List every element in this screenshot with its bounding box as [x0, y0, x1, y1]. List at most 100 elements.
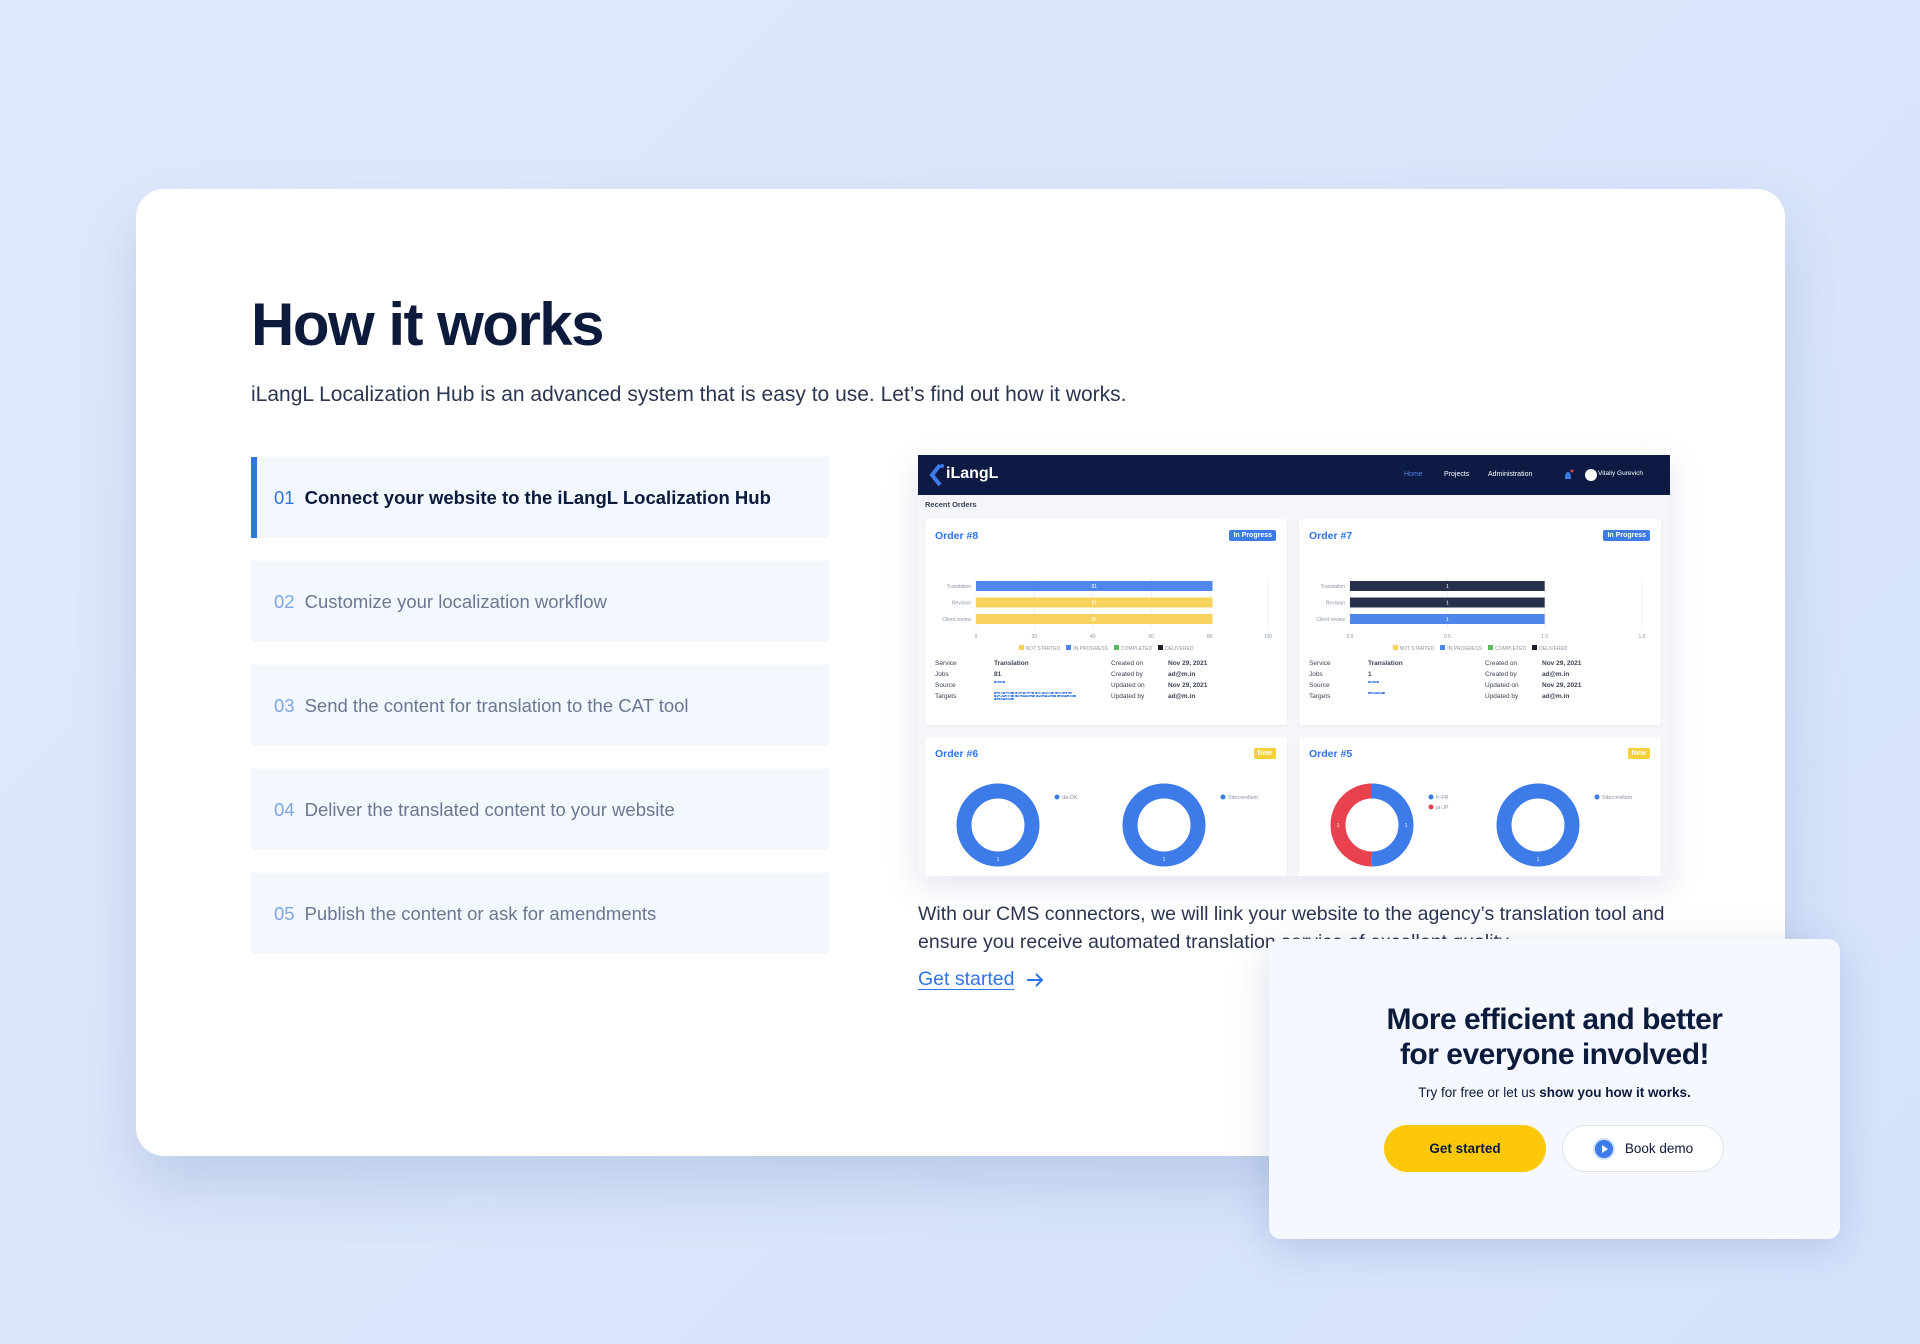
- order-card: Order #6 New 1 da-DK 1 Sitecorellam: [925, 737, 1287, 876]
- button-label[interactable]: Get started: [1429, 1141, 1501, 1156]
- meta-value: Nov 29, 2021: [1542, 660, 1582, 667]
- step[interactable]: 05 Publish the content or ask for amendme…: [251, 873, 829, 954]
- detail-value: Translation: [1368, 660, 1403, 667]
- legend: NOT STARTED IN PROGRESS COMPLETED DELIVERED: [1299, 645, 1661, 652]
- order-title: Order #5: [1309, 748, 1353, 760]
- detail-label: Source: [935, 682, 956, 689]
- meta-label: Updated on: [1485, 682, 1519, 689]
- tick-label: 20: [1032, 634, 1038, 640]
- legend-swatch: [1066, 645, 1072, 650]
- tick-label: 80: [1207, 634, 1213, 640]
- bar-label: Translation: [1320, 584, 1345, 590]
- bar-value: 1: [1446, 601, 1449, 607]
- lang-badge: UK-UA: [994, 696, 1014, 702]
- detail-value: 81: [994, 671, 1002, 678]
- meta-value: ad@m.in: [1168, 671, 1196, 678]
- detail-label: Jobs: [935, 671, 949, 678]
- legend-dot: [1428, 804, 1434, 810]
- step-number: 05: [274, 902, 295, 924]
- legend-label: COMPLETED: [1121, 646, 1153, 652]
- legend-swatch: [1488, 645, 1493, 650]
- order-title: Order #6: [935, 748, 979, 760]
- button-label[interactable]: Book demo: [1624, 1141, 1694, 1156]
- legend-label: DELIVERED: [1539, 646, 1568, 652]
- bar-label: Client review: [942, 617, 971, 623]
- legend-label: IN PROGRESS: [1073, 646, 1108, 652]
- step[interactable]: 01 Connect your website to the iLangL Loc…: [251, 457, 829, 538]
- legend: NOT STARTED IN PROGRESS COMPLETED DELIVERED: [925, 645, 1287, 652]
- lang-badge: EN: [1368, 679, 1379, 685]
- lang-badge: FR-FR: [1034, 690, 1054, 696]
- legend-dot: [1220, 794, 1226, 800]
- tick-label: 40: [1090, 634, 1096, 640]
- status-badge: New: [1253, 748, 1276, 759]
- user-name[interactable]: Vitaliy Gurevich: [1598, 470, 1644, 477]
- order-card: Order #7 In Progress 0.0 0.5 1.0 1.5 Translati…: [1299, 519, 1661, 725]
- step-number: 02: [274, 590, 295, 612]
- tick-label: 0: [975, 634, 978, 640]
- legend-item: NOT STARTED: [1392, 645, 1435, 652]
- bar-label: Revision: [1326, 601, 1345, 607]
- legend-swatch: [1440, 645, 1446, 650]
- legend-label: NOT STARTED: [1399, 646, 1435, 652]
- legend-item: DELIVERED: [1158, 645, 1194, 652]
- detail-value: 1: [1368, 671, 1372, 678]
- title: How it works: [251, 291, 605, 358]
- detail-label: Service: [1309, 660, 1331, 667]
- step[interactable]: 04 Deliver the translated content to your…: [251, 769, 829, 850]
- play-icon: [1592, 1137, 1615, 1160]
- meta-label: Created on: [1111, 660, 1144, 667]
- donut-segment: [1122, 783, 1206, 867]
- nav-item[interactable]: Projects: [1444, 471, 1470, 478]
- tick-label: 1.5: [1639, 634, 1646, 640]
- order-title: Order #7: [1309, 530, 1353, 542]
- meta-label: Created by: [1111, 671, 1143, 678]
- segment-value: 1: [1405, 823, 1408, 829]
- step[interactable]: 02 Customize your localization workflow: [251, 561, 829, 642]
- status-badge: In Progress: [1603, 530, 1650, 541]
- step-label: Publish the content or ask for amendment…: [304, 902, 657, 924]
- step-label: Customize your localization workflow: [304, 590, 607, 612]
- nav-item[interactable]: Administration: [1488, 471, 1533, 478]
- legend-item: DELIVERED: [1532, 645, 1568, 652]
- cta-title: More efficient and better: [1386, 1003, 1723, 1036]
- link-text[interactable]: Get started: [918, 968, 1015, 990]
- segment-value: 1: [997, 857, 1000, 863]
- legend-label: da-DK: [1062, 795, 1078, 801]
- arrow-icon: [1027, 972, 1044, 987]
- legend-label: DELIVERED: [1165, 646, 1194, 652]
- meta-value: Nov 29, 2021: [1168, 660, 1208, 667]
- bar-label: Client review: [1316, 617, 1345, 623]
- legend-swatch: [1114, 645, 1119, 650]
- legend-label: fr-FR: [1436, 795, 1449, 801]
- badges: DA-DK ES-ES FR-FR JA-JP KA-GE NB-NO RU-RU SV-SE…: [994, 690, 1084, 702]
- step[interactable]: 03 Send the content for translation to th…: [251, 665, 829, 746]
- step-number: 01: [274, 486, 295, 508]
- segment-value: 1: [1337, 823, 1340, 829]
- tick-label: 1.0: [1541, 634, 1548, 640]
- detail-label: Jobs: [1309, 671, 1323, 678]
- bar: [1350, 614, 1545, 624]
- step-label: Connect your website to the iLangL Local…: [304, 486, 771, 508]
- lang-badge: RU-RU: [1035, 693, 1056, 699]
- tick-label: 60: [1148, 634, 1154, 640]
- status-badge: In Progress: [1229, 530, 1276, 541]
- donut-charts: 1 da-DK 1 Sitecorellam: [956, 783, 1259, 867]
- lang-badge: ES-ES: [1014, 690, 1034, 696]
- status-badge: New: [1627, 748, 1650, 759]
- step-number: 03: [274, 694, 295, 716]
- step-label: Send the content for translation to the …: [304, 694, 689, 716]
- order-card: Order #5 New 1 fr-FR 1 ja-JP 1 Sitecorellam: [1299, 737, 1661, 876]
- primary-button[interactable]: Get started: [1384, 1125, 1546, 1172]
- demo-button[interactable]: Book demo: [1562, 1125, 1724, 1172]
- bar-value: 1: [1446, 617, 1449, 623]
- detail-label: Targets: [935, 693, 957, 700]
- nav-item[interactable]: Home: [1404, 471, 1423, 478]
- get-started-link[interactable]: Get started: [918, 968, 1044, 991]
- bar-value: 81: [1091, 601, 1097, 607]
- legend-dot: [1428, 794, 1434, 800]
- bar-label: Translation: [946, 584, 971, 590]
- navbar: iLangL Home Projects Administration Vita…: [918, 455, 1670, 495]
- lang-badge: DA-DK: [994, 690, 1014, 696]
- order-title: Order #8: [935, 530, 979, 542]
